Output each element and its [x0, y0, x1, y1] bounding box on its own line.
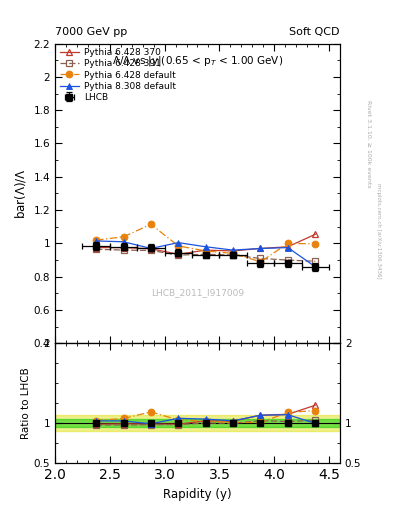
- Pythia 6.428 370: [176, 251, 181, 258]
- Pythia 6.428 default: [231, 250, 235, 257]
- Bar: [55, 415, 340, 432]
- Pythia 8.308 default: [258, 245, 263, 251]
- Pythia 8.308 default: [313, 264, 318, 270]
- Pythia 8.308 default: [231, 247, 235, 253]
- Pythia 6.428 391: [313, 258, 318, 264]
- Pythia 8.308 default: [203, 244, 208, 250]
- Pythia 6.428 391: [258, 255, 263, 262]
- Pythia 6.428 default: [203, 248, 208, 254]
- Text: Soft QCD: Soft QCD: [290, 27, 340, 37]
- Text: Rivet 3.1.10, ≥ 100k events: Rivet 3.1.10, ≥ 100k events: [366, 99, 371, 187]
- Pythia 6.428 370: [149, 246, 153, 252]
- Pythia 6.428 default: [313, 241, 318, 247]
- Pythia 6.428 391: [121, 247, 126, 253]
- Pythia 8.308 default: [286, 245, 290, 251]
- Pythia 8.308 default: [176, 240, 181, 246]
- Pythia 6.428 391: [94, 246, 99, 252]
- Pythia 6.428 370: [94, 245, 99, 251]
- Pythia 6.428 default: [258, 259, 263, 265]
- Legend: Pythia 6.428 370, Pythia 6.428 391, Pythia 6.428 default, Pythia 8.308 default, : Pythia 6.428 370, Pythia 6.428 391, Pyth…: [58, 46, 178, 104]
- Text: mcplots.cern.ch [arXiv:1306.3436]: mcplots.cern.ch [arXiv:1306.3436]: [376, 183, 380, 278]
- Pythia 6.428 default: [176, 243, 181, 249]
- Pythia 6.428 370: [258, 245, 263, 251]
- Pythia 6.428 391: [231, 252, 235, 258]
- Pythia 8.308 default: [121, 239, 126, 245]
- Pythia 6.428 default: [149, 221, 153, 227]
- Pythia 6.428 default: [94, 237, 99, 243]
- Bar: [55, 419, 340, 428]
- Pythia 6.428 391: [203, 251, 208, 258]
- Text: 7000 GeV pp: 7000 GeV pp: [55, 27, 127, 37]
- Pythia 6.428 370: [203, 247, 208, 253]
- Pythia 6.428 default: [121, 233, 126, 240]
- Line: Pythia 6.428 default: Pythia 6.428 default: [93, 221, 319, 265]
- Text: LHCB_2011_I917009: LHCB_2011_I917009: [151, 288, 244, 297]
- Pythia 6.428 370: [286, 244, 290, 250]
- Line: Pythia 6.428 370: Pythia 6.428 370: [93, 231, 319, 258]
- Pythia 6.428 391: [176, 252, 181, 258]
- Line: Pythia 6.428 391: Pythia 6.428 391: [93, 246, 318, 264]
- Pythia 8.308 default: [94, 238, 99, 244]
- Y-axis label: bar($\Lambda$)/$\Lambda$: bar($\Lambda$)/$\Lambda$: [13, 168, 28, 219]
- Pythia 8.308 default: [149, 245, 153, 251]
- Pythia 6.428 391: [149, 247, 153, 253]
- X-axis label: Rapidity (y): Rapidity (y): [163, 488, 232, 501]
- Text: $\bar{\Lambda}/\Lambda$ vs |y|(0.65 < p$_T$ < 1.00 GeV): $\bar{\Lambda}/\Lambda$ vs |y|(0.65 < p$…: [112, 53, 283, 69]
- Y-axis label: Ratio to LHCB: Ratio to LHCB: [21, 368, 31, 439]
- Pythia 6.428 370: [231, 248, 235, 254]
- Line: Pythia 8.308 default: Pythia 8.308 default: [93, 238, 319, 270]
- Pythia 6.428 default: [286, 240, 290, 246]
- Pythia 6.428 370: [121, 245, 126, 251]
- Pythia 6.428 391: [286, 257, 290, 263]
- Pythia 6.428 370: [313, 231, 318, 238]
